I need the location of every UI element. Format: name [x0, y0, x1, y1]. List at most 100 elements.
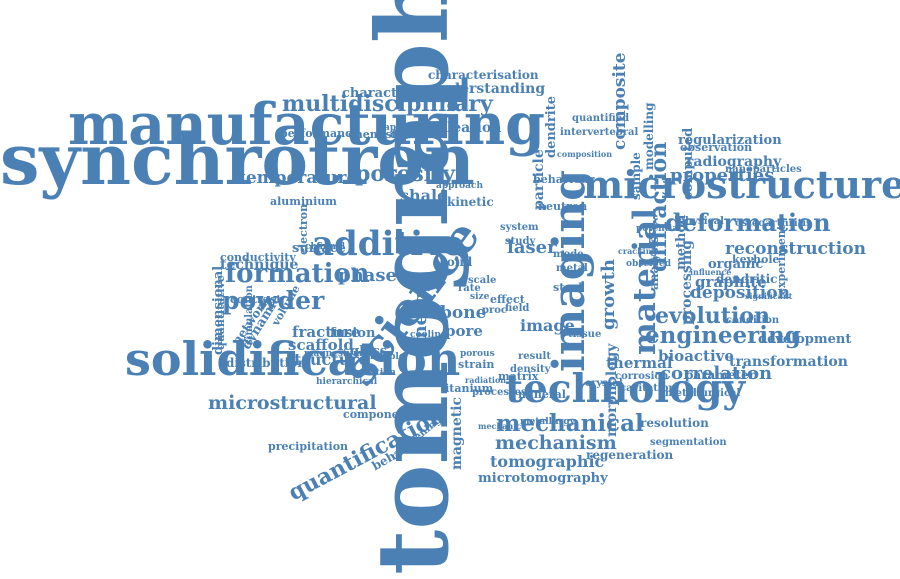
cloud-word: bone [440, 302, 487, 323]
cloud-word: deposition [690, 282, 790, 303]
cloud-word: modelling [642, 102, 656, 170]
cloud-word: thermal [606, 354, 673, 373]
cloud-word: significant [745, 290, 793, 301]
cloud-word: parameter [685, 367, 756, 382]
cloud-word: magnetic [449, 396, 465, 470]
cloud-word: tomographic [490, 451, 605, 471]
cloud-word: graphite [695, 273, 767, 292]
cloud-word: engineering [645, 322, 801, 350]
cloud-word: computed [681, 127, 696, 200]
cloud-word: phase [338, 264, 397, 286]
cloud-word: laser [507, 236, 557, 258]
cloud-word: digital [400, 371, 437, 383]
cloud-word: contrast [230, 293, 282, 307]
cloud-word: processes [472, 387, 527, 399]
cloud-word: image [520, 315, 575, 335]
cloud-word: conductivity [220, 251, 296, 265]
cloud-word: transformation [729, 354, 848, 371]
cloud-word: potential [636, 223, 682, 234]
cloud-word: multidisciplinary [282, 90, 493, 117]
cloud-word: directed [390, 128, 442, 142]
cloud-word: synchrotron [0, 118, 475, 202]
cloud-word: channel [305, 241, 346, 252]
cloud-word: powder [222, 285, 325, 315]
cloud-word: glass [350, 343, 388, 359]
cloud-word: density [510, 364, 551, 376]
cloud-word: crystal [585, 378, 623, 390]
cloud-word: manufacturing [68, 90, 546, 158]
cloud-word: bioactive [658, 347, 734, 366]
cloud-word: radiation [465, 374, 507, 385]
cloud-word: cavitation [620, 383, 676, 395]
cloud-word: additive [312, 224, 465, 265]
cloud-word: microstructural [208, 392, 377, 415]
cloud-word: regeneration [586, 447, 674, 462]
cloud-word: tissue [568, 329, 602, 341]
cloud-word: porous [460, 348, 495, 359]
cloud-word: microtomography [478, 470, 608, 486]
cloud-word: understanding [430, 81, 546, 98]
cloud-word: component [343, 408, 412, 422]
cloud-word: technique [220, 257, 299, 274]
cloud-word: segmentation [650, 437, 727, 449]
cloud-word: bubble [370, 351, 405, 362]
cloud-word: quantified [572, 113, 630, 125]
cloud-word: nanoparticles [725, 164, 802, 176]
cloud-word: matrix [498, 370, 539, 384]
cloud-word: system [500, 222, 539, 234]
cloud-word: rate [458, 283, 481, 295]
cloud-word: cracking [618, 245, 658, 256]
cloud-word: evolution [655, 302, 770, 329]
cloud-word: temperature [238, 167, 358, 188]
cloud-word: performance [280, 127, 359, 141]
cloud-word: porosity [355, 160, 456, 187]
cloud-word: deformation [665, 208, 831, 238]
cloud-word: influence [690, 266, 732, 277]
cloud-word: scale [468, 275, 497, 287]
cloud-word: mechanical [496, 410, 644, 438]
cloud-word: cooling [410, 329, 448, 340]
cloud-word: composition [557, 148, 613, 159]
cloud-word: application [384, 122, 441, 133]
cloud-word: physical [678, 216, 724, 228]
cloud-word: structure [285, 349, 369, 369]
cloud-word: properties [670, 164, 775, 186]
cloud-word: transition [346, 367, 396, 378]
cloud-word: mineral [518, 388, 566, 402]
cloud-word: observation [680, 141, 753, 155]
cloud-word: field [505, 303, 530, 315]
cloud-word: strain [458, 358, 495, 372]
cloud-word: quantitative [214, 275, 227, 350]
cloud-word: fusion [330, 325, 376, 341]
cloud-word: characterization [342, 85, 462, 101]
cloud-word: solid [440, 254, 473, 269]
cloud-word: result [518, 351, 551, 363]
cloud-word: simulation [244, 285, 255, 345]
cloud-word: correlation [660, 362, 773, 384]
cloud-word: study [505, 236, 536, 248]
cloud-word: mechanic [478, 420, 522, 431]
cloud-word: kinetic [447, 194, 494, 209]
cloud-word: nucleation [418, 120, 502, 137]
cloud-word: hierarchical [316, 376, 378, 387]
cloud-word: formation [225, 258, 370, 289]
cloud-word: surface [292, 240, 346, 256]
cloud-word: microstructure [583, 162, 900, 208]
cloud-word: characterisation [428, 67, 539, 82]
cloud-word: morphology [604, 343, 620, 437]
cloud-word: condition [726, 315, 780, 327]
cloud-word: regularization [678, 132, 782, 148]
cloud-word: keyhole [732, 253, 780, 267]
cloud-word: steel [553, 281, 583, 295]
cloud-word: sample [629, 152, 643, 200]
cloud-word: solidification [125, 332, 461, 387]
cloud-word: radiography [686, 154, 782, 171]
cloud-word: magnesium [304, 348, 363, 359]
cloud-word: technology [505, 365, 746, 412]
cloud-word: neutron [538, 200, 588, 214]
cloud-word: development [758, 331, 852, 347]
cloud-word: precipitation [268, 440, 349, 454]
cloud-word: effect [490, 293, 525, 307]
cloud-word: distribution [226, 355, 307, 370]
